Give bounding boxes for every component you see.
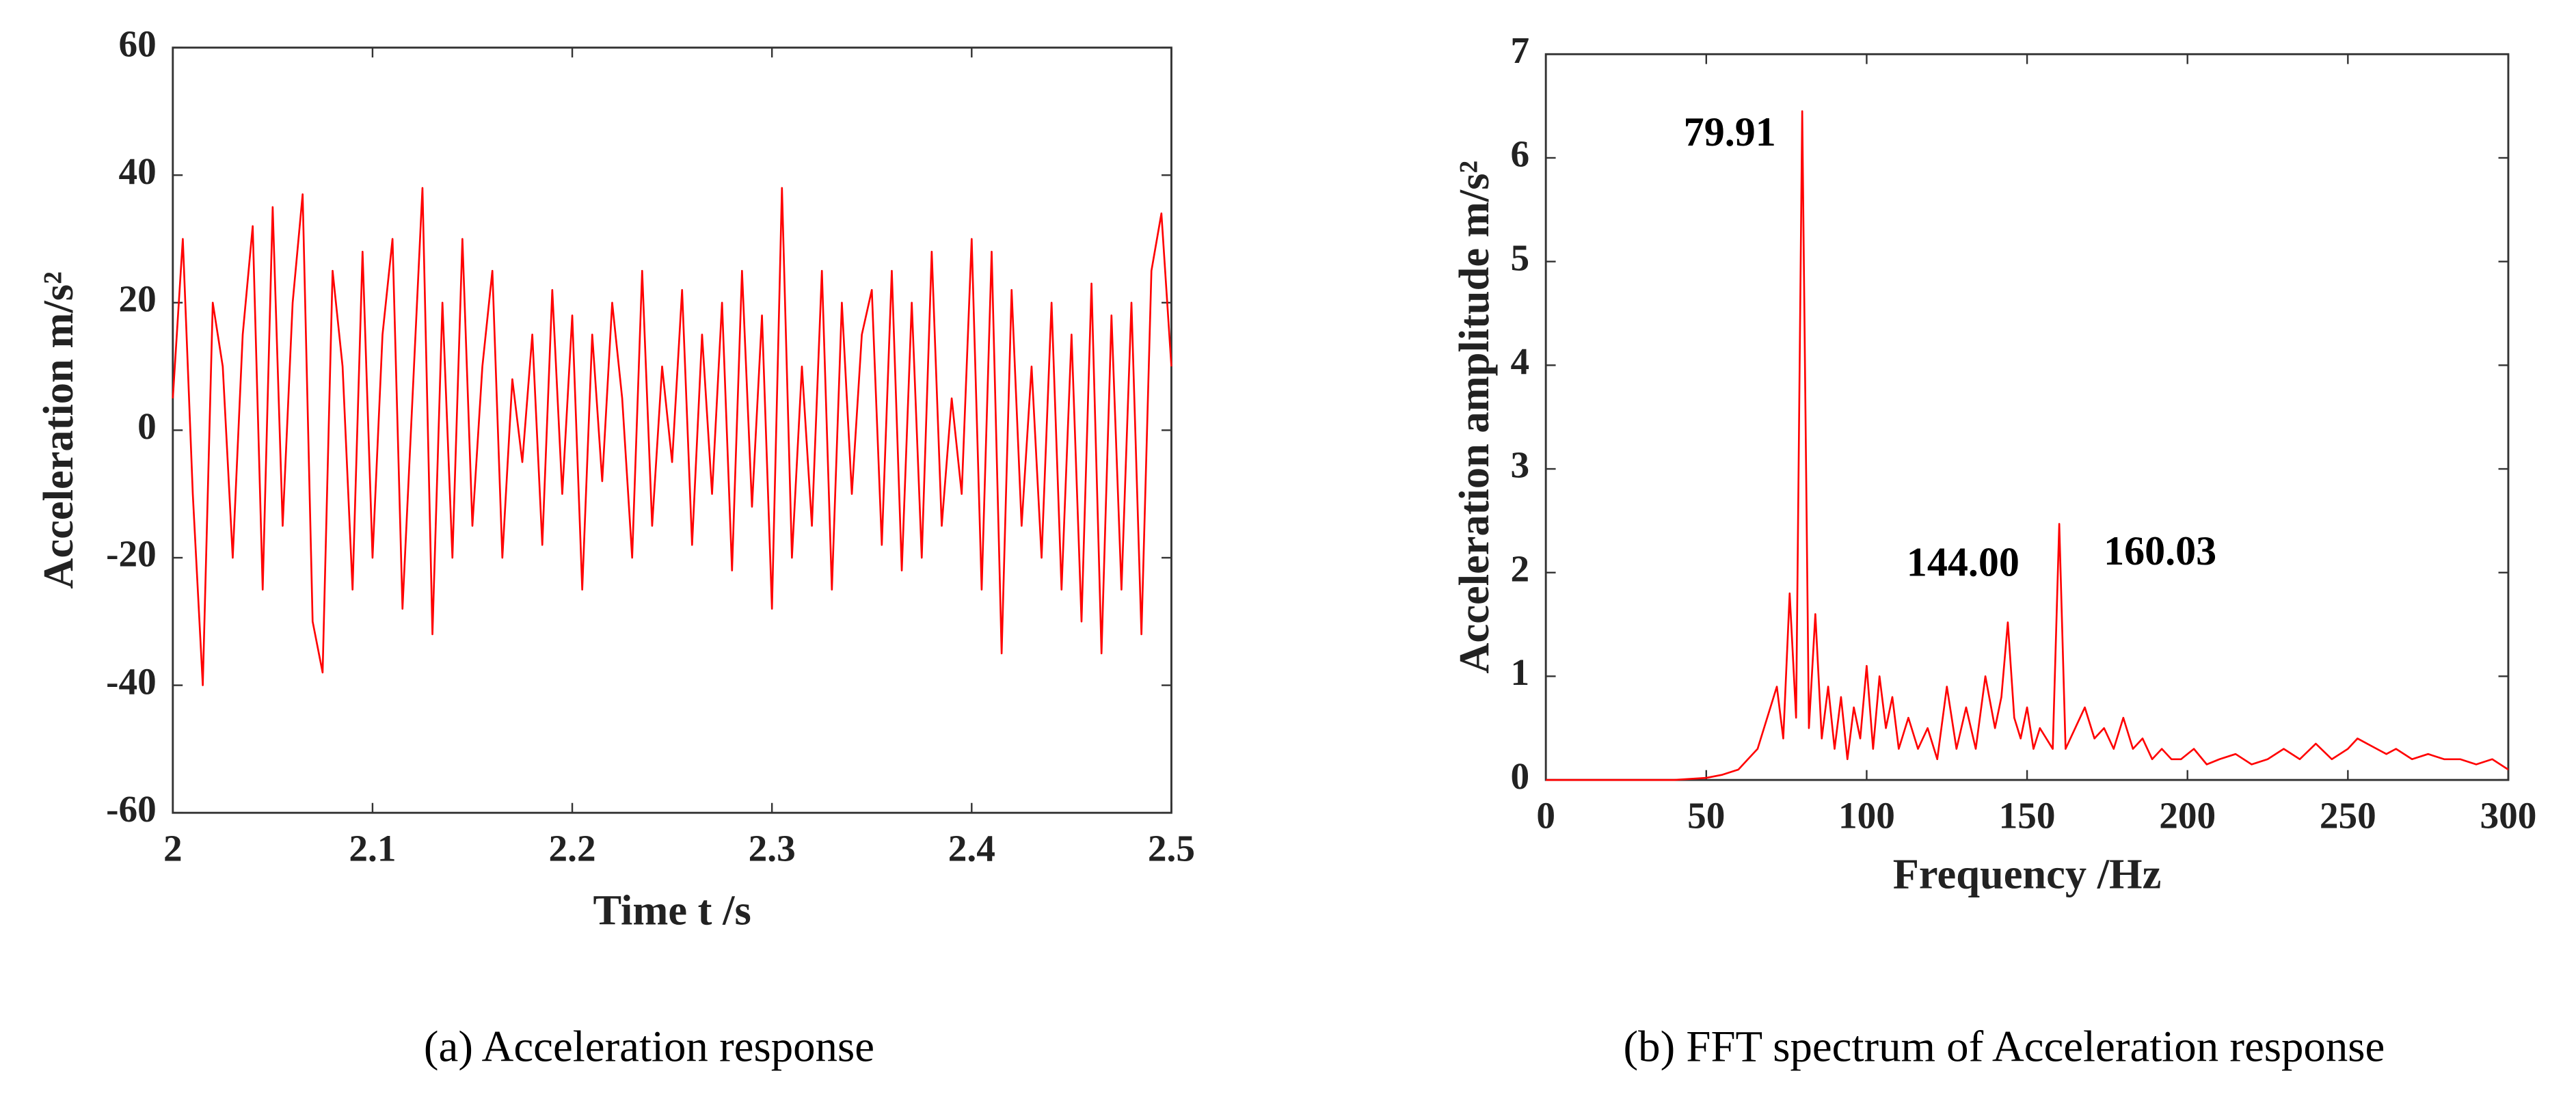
x-tick-label: 2.1 <box>349 828 396 869</box>
data-line <box>172 187 1172 686</box>
peak-annotation: 79.91 <box>1684 109 1776 154</box>
x-tick-label: 2.2 <box>549 828 596 869</box>
y-tick-label: -40 <box>106 660 157 702</box>
y-tick-label: -20 <box>106 533 157 575</box>
x-axis-label: Frequency /Hz <box>1893 850 2162 898</box>
plot-frame <box>1544 53 2510 781</box>
caption: (b) FFT spectrum of Acceleration respons… <box>1624 1022 2385 1071</box>
x-tick-label: 50 <box>1687 794 1725 836</box>
x-tick-label: 150 <box>1999 794 2056 836</box>
x-tick-label: 100 <box>1838 794 1895 836</box>
y-tick-label: 20 <box>119 278 157 320</box>
plot-frame <box>172 46 1172 814</box>
y-tick-label: 60 <box>119 23 157 64</box>
y-tick-label: 1 <box>1511 651 1530 693</box>
x-tick-label: 2.5 <box>1148 828 1195 869</box>
x-axis-label: Time t /s <box>593 886 751 934</box>
peak-annotation: 144.00 <box>1907 539 2020 585</box>
x-tick-label: 300 <box>2480 794 2537 836</box>
y-tick-label: 0 <box>1511 755 1530 797</box>
y-axis-label: Acceleration m/s² <box>34 271 82 588</box>
x-tick-label: 2.4 <box>948 828 995 869</box>
y-tick-label: 5 <box>1511 236 1530 278</box>
x-tick-label: 0 <box>1536 794 1555 836</box>
y-tick-label: 0 <box>137 405 157 447</box>
x-tick-label: 2 <box>163 828 183 869</box>
y-tick-label: 6 <box>1511 133 1530 175</box>
y-tick-label: 7 <box>1511 29 1530 71</box>
y-axis-label: Acceleration amplitude m/s² <box>1450 161 1498 674</box>
caption: (a) Acceleration response <box>424 1022 874 1071</box>
y-tick-label: 2 <box>1511 547 1530 589</box>
x-tick-label: 200 <box>2159 794 2216 836</box>
y-tick-label: 3 <box>1511 444 1530 486</box>
x-tick-label: 2.3 <box>749 828 796 869</box>
peak-annotation: 160.03 <box>2104 528 2216 573</box>
y-tick-label: 4 <box>1511 340 1530 382</box>
y-tick-label: -60 <box>106 788 157 830</box>
data-line <box>1546 110 2509 781</box>
y-tick-label: 40 <box>119 150 157 192</box>
x-tick-label: 250 <box>2320 794 2376 836</box>
